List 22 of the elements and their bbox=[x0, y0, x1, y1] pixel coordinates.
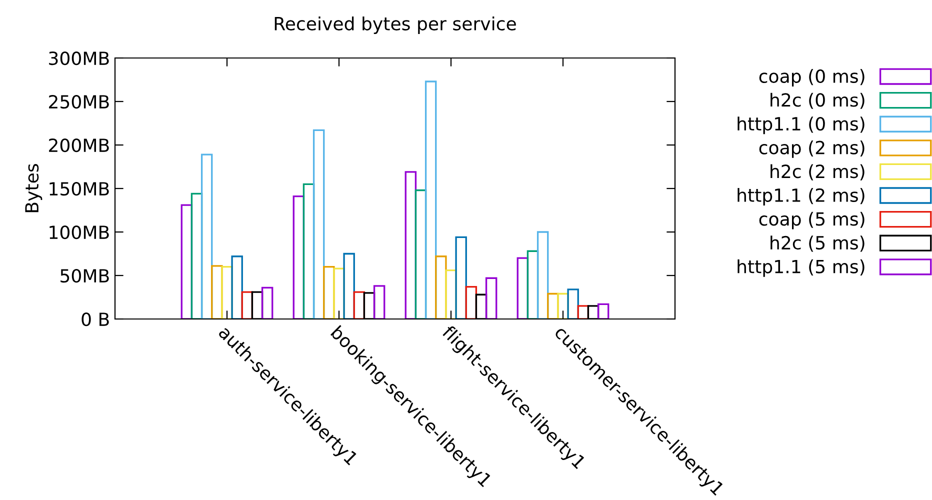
chart-title: Received bytes per service bbox=[274, 16, 516, 34]
bar bbox=[597, 303, 610, 319]
legend-label: coap (5 ms) bbox=[759, 212, 864, 230]
legend-label: coap (2 ms) bbox=[759, 140, 864, 158]
y-axis-title: Bytes bbox=[25, 164, 42, 212]
legend-label: h2c (5 ms) bbox=[770, 236, 864, 252]
bar bbox=[485, 277, 498, 319]
legend-label: http1.1 (0 ms) bbox=[738, 116, 864, 134]
y-tick-label: 100MB bbox=[50, 225, 109, 240]
y-tick-label: 0 B bbox=[82, 312, 109, 326]
legend-label: h2c (0 ms) bbox=[770, 92, 864, 109]
y-tick-label: 300MB bbox=[49, 51, 109, 66]
legend-label: http1.1 (2 ms) bbox=[738, 188, 864, 206]
y-tick-label: 250MB bbox=[49, 94, 109, 109]
bar bbox=[373, 285, 386, 319]
y-tick-label: 50MB bbox=[60, 268, 109, 283]
y-tick-label: 150MB bbox=[50, 182, 109, 196]
legend-label: http1.1 (5 ms) bbox=[738, 259, 864, 277]
legend-label: coap (0 ms) bbox=[759, 69, 864, 87]
legend-label: h2c (2 ms) bbox=[770, 164, 864, 180]
y-tick-label: 200MB bbox=[49, 138, 109, 152]
bar bbox=[261, 286, 274, 319]
